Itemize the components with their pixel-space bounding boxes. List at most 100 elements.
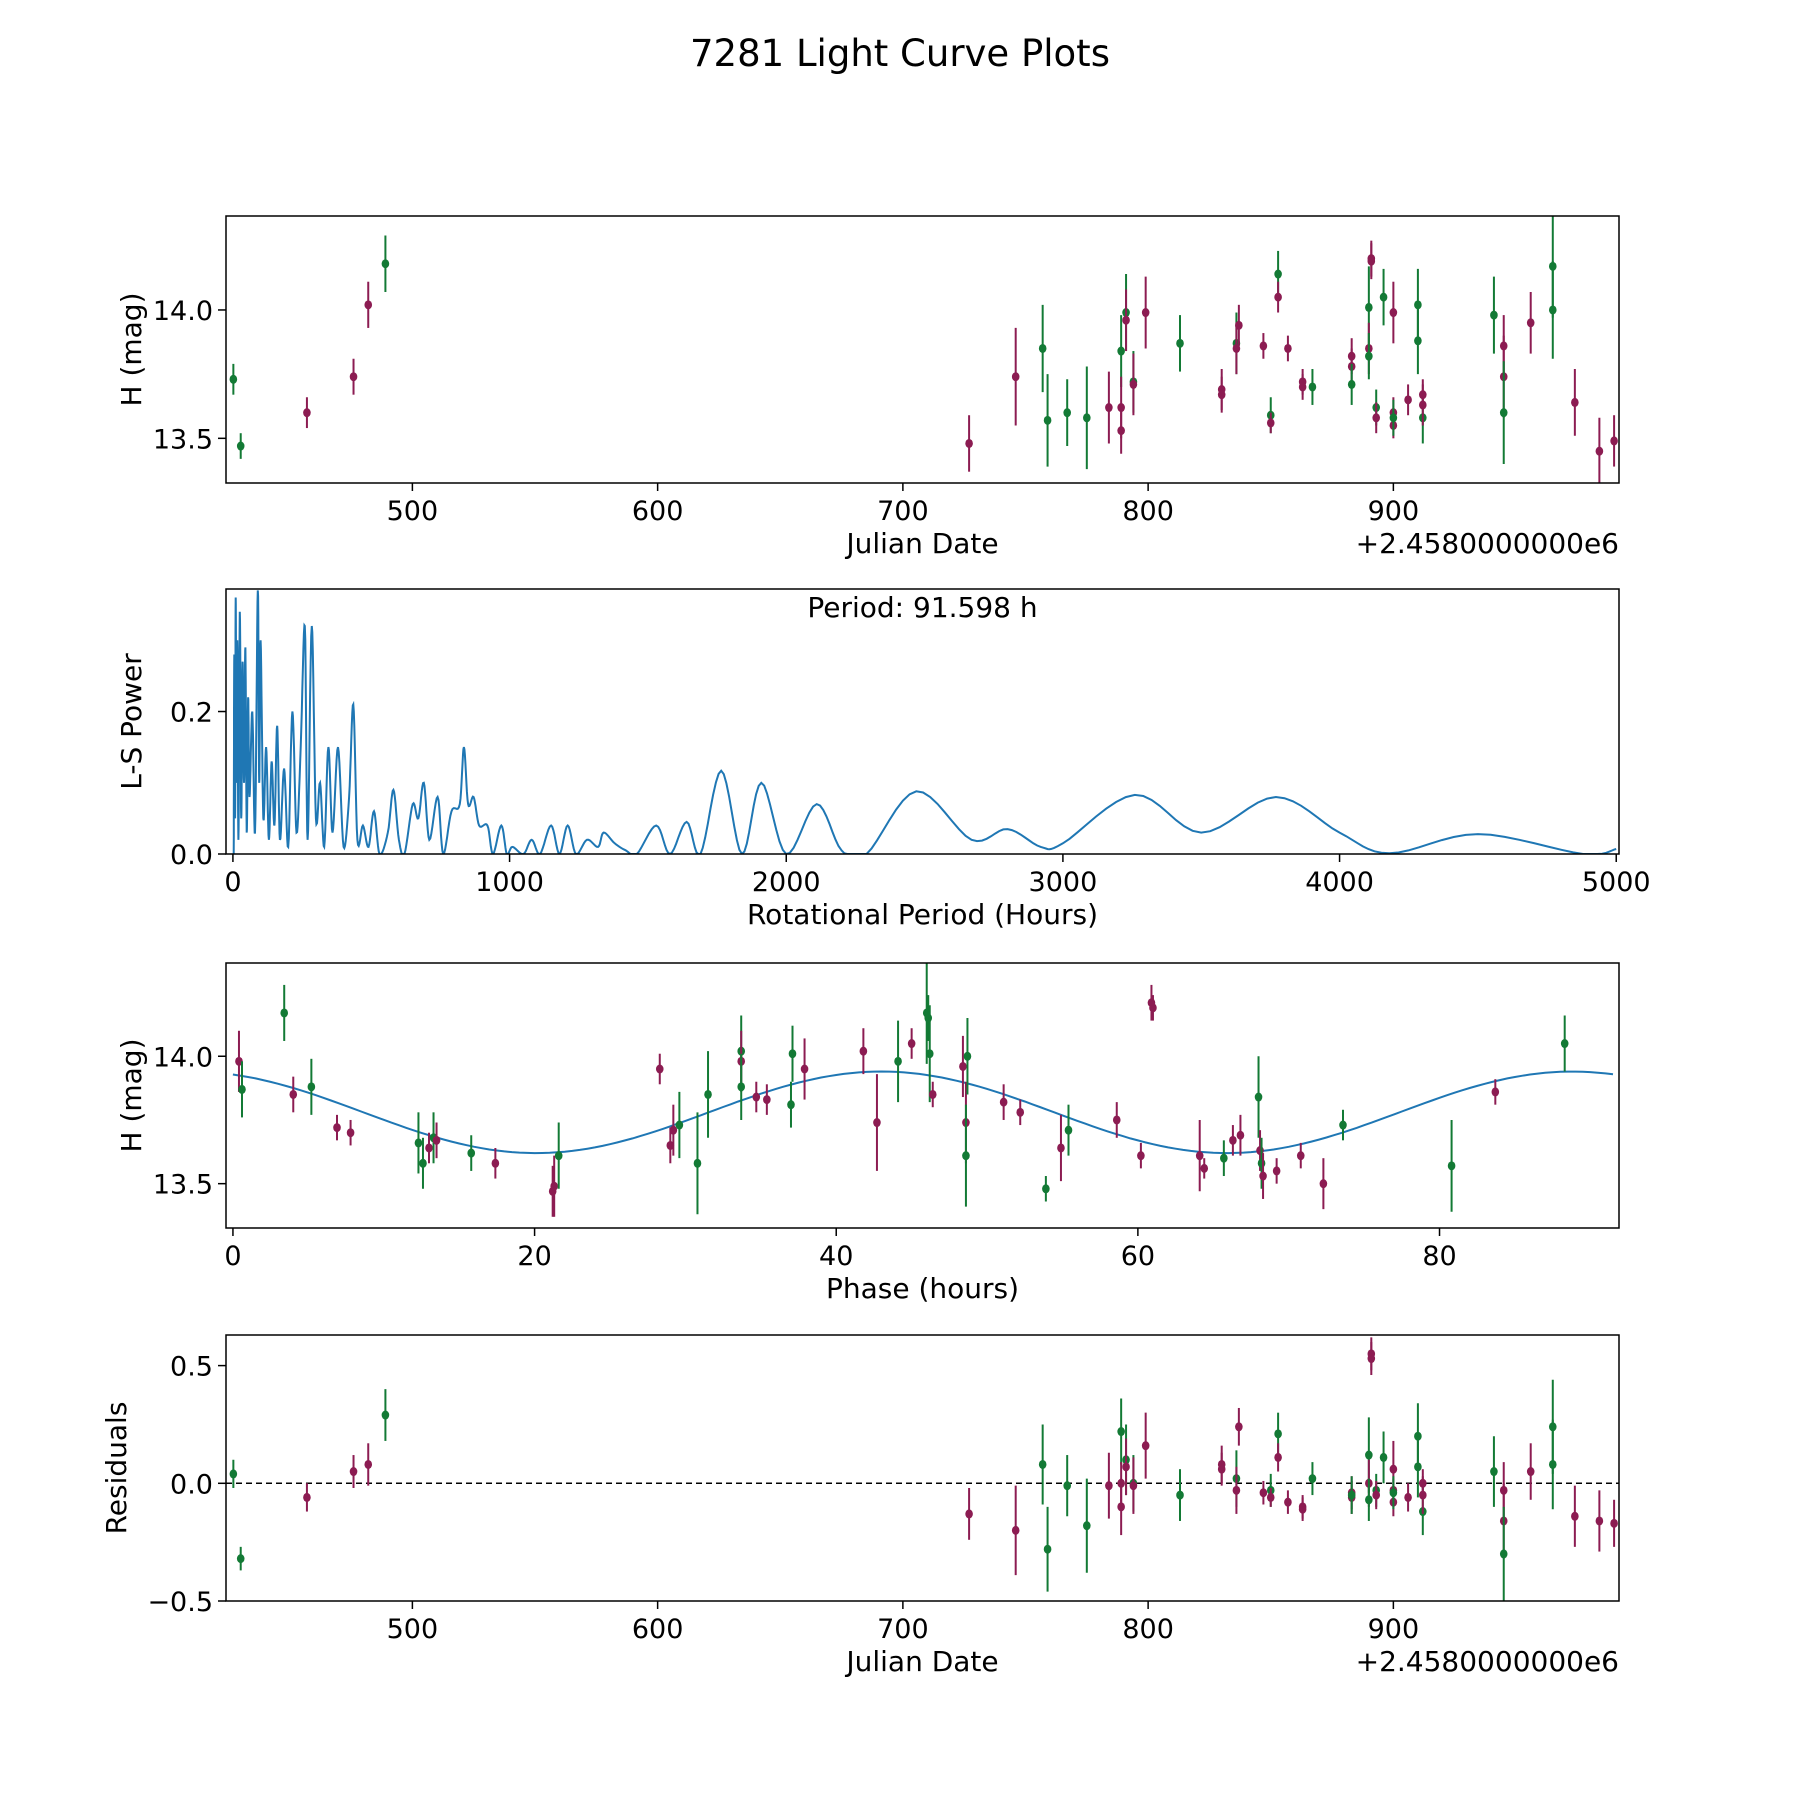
data-point	[1038, 343, 1047, 353]
data-point	[1274, 1452, 1282, 1462]
data-point	[1176, 1490, 1184, 1500]
plot-area	[232, 590, 1617, 854]
data-point	[1367, 1354, 1376, 1364]
data-point	[1379, 1452, 1388, 1462]
data-point	[1259, 341, 1268, 351]
data-point	[1112, 1115, 1121, 1125]
data-point	[965, 1509, 973, 1519]
data-point	[1105, 1481, 1113, 1491]
y-axis-label: H (mag)	[115, 292, 148, 406]
data-point	[859, 1046, 868, 1056]
data-point	[1339, 1120, 1347, 1130]
data-point	[963, 1051, 972, 1061]
data-point	[364, 1459, 373, 1469]
data-point	[1141, 1441, 1150, 1451]
x-tick-label: 5000	[1582, 867, 1651, 898]
data-point	[1372, 1490, 1381, 1500]
data-point	[1526, 1467, 1535, 1477]
x-tick-label: 900	[1368, 496, 1420, 527]
data-point	[1308, 382, 1317, 392]
x-axis-label: Julian Date	[844, 1645, 998, 1678]
data-point	[962, 1151, 970, 1161]
y-tick-label: 0.5	[170, 1352, 213, 1383]
data-point	[1389, 1488, 1398, 1498]
data-point	[1319, 1179, 1328, 1189]
data-point	[1083, 413, 1091, 423]
x-tick-label: 700	[877, 1614, 929, 1645]
data-point	[1284, 1497, 1292, 1507]
data-point	[737, 1082, 746, 1092]
data-point	[1129, 1481, 1138, 1491]
plot-area	[232, 963, 1614, 1217]
data-point	[1347, 1490, 1356, 1500]
data-point	[1057, 1143, 1065, 1153]
data-point	[787, 1100, 795, 1110]
data-point	[307, 1082, 316, 1092]
data-point	[1548, 1459, 1557, 1469]
x-axis-label: Phase (hours)	[826, 1272, 1019, 1305]
data-point	[1043, 1544, 1052, 1554]
data-point	[1595, 446, 1604, 456]
data-point	[554, 1151, 563, 1161]
x-tick-label: 1000	[475, 867, 544, 898]
data-point	[1419, 390, 1427, 400]
axes-frame	[225, 962, 1620, 1229]
data-point	[1571, 397, 1579, 407]
data-point	[1257, 1158, 1266, 1168]
data-point	[1117, 346, 1125, 356]
data-point	[1217, 390, 1226, 400]
data-point	[1365, 351, 1373, 361]
y-axis-label: L-S Power	[115, 653, 148, 790]
data-point	[1560, 1039, 1569, 1049]
data-point	[1176, 338, 1184, 348]
data-point	[1011, 372, 1020, 382]
data-point	[419, 1158, 427, 1168]
data-point	[907, 1039, 916, 1049]
x-tick-label: 4000	[1305, 867, 1374, 898]
data-point	[1122, 1462, 1130, 1472]
data-point	[1236, 1130, 1245, 1140]
data-point	[704, 1089, 712, 1099]
data-point	[1038, 1459, 1047, 1469]
data-point	[655, 1064, 664, 1074]
data-point	[1595, 1516, 1604, 1526]
data-point	[1042, 1184, 1050, 1194]
data-point	[1259, 1488, 1268, 1498]
data-point	[1419, 1478, 1427, 1488]
data-point	[303, 408, 311, 418]
data-point	[425, 1143, 433, 1153]
data-point	[1217, 1464, 1226, 1474]
data-point	[1274, 269, 1282, 279]
data-point	[1220, 1153, 1228, 1163]
data-point	[289, 1089, 298, 1099]
data-point	[763, 1095, 771, 1105]
data-point	[1389, 1464, 1398, 1474]
data-point	[1526, 318, 1535, 328]
x-tick-label: 800	[1122, 1614, 1174, 1645]
data-point	[1414, 1462, 1422, 1472]
x-axis-label: Julian Date	[844, 527, 998, 560]
data-point	[303, 1492, 311, 1502]
y-tick-label: 0.2	[170, 698, 213, 729]
data-point	[381, 259, 390, 269]
data-point	[236, 441, 245, 451]
data-point	[349, 372, 358, 382]
data-point	[1308, 1474, 1317, 1484]
data-point	[1499, 408, 1508, 418]
x-tick-label: 40	[819, 1241, 853, 1272]
y-tick-label: 0.0	[170, 840, 213, 871]
data-point	[800, 1064, 809, 1074]
data-point	[1235, 1422, 1243, 1432]
data-point	[346, 1128, 355, 1138]
y-axis-label: H (mag)	[115, 1038, 148, 1152]
periodogram-panel: 0 1000 2000 3000 4000 5000 0.0 0.2 Rotational Pe…	[115, 588, 1651, 931]
data-point	[1232, 343, 1241, 353]
data-point	[414, 1138, 423, 1148]
data-point	[965, 438, 973, 448]
phased-panel: 0 20 40 60 80 13.5 14.0 Phase (hours) H (mag)	[115, 962, 1620, 1305]
data-point	[1266, 418, 1275, 428]
x-tick-label: 2000	[752, 867, 821, 898]
x-tick-label: 0	[224, 1241, 241, 1272]
axes-frame	[225, 588, 1620, 855]
